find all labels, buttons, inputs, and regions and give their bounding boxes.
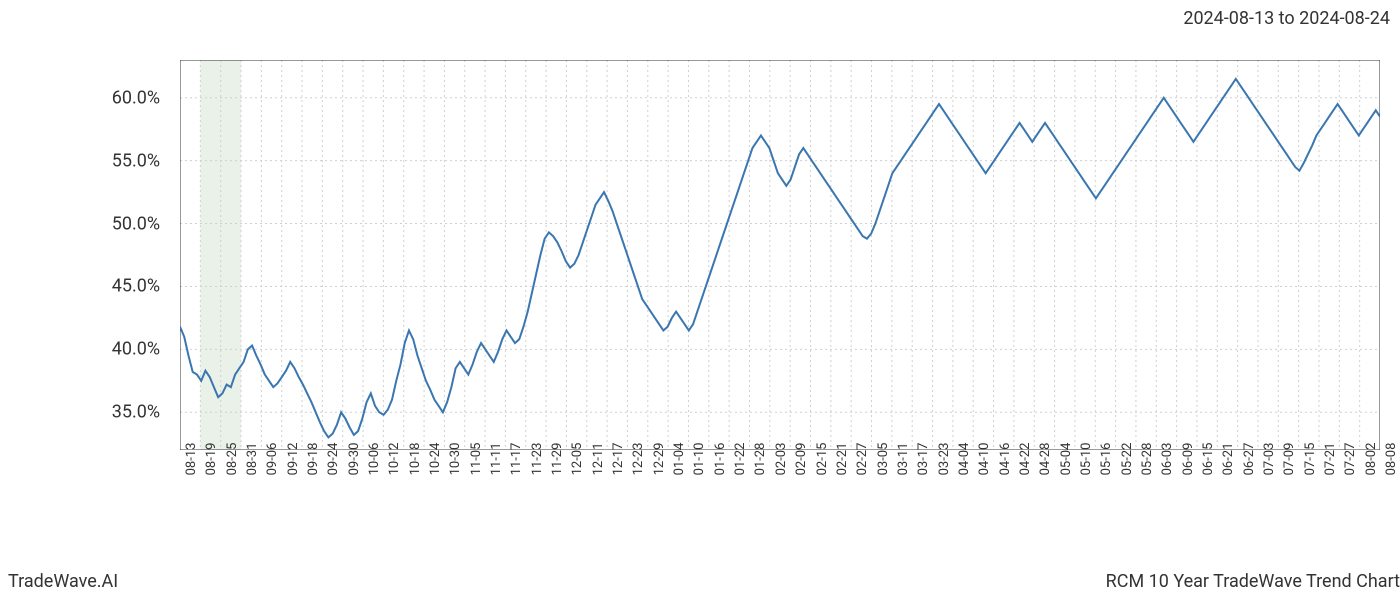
x-tick-label: 01-04 xyxy=(672,443,687,476)
x-tick-label: 08-25 xyxy=(225,443,240,476)
x-tick-label: 03-17 xyxy=(916,443,931,476)
x-tick-label: 04-04 xyxy=(957,443,972,476)
x-tick-label: 10-30 xyxy=(448,443,463,476)
x-tick-label: 07-21 xyxy=(1323,443,1338,476)
x-tick-label: 11-17 xyxy=(509,443,524,476)
x-tick-label: 06-09 xyxy=(1181,443,1196,476)
x-tick-label: 03-11 xyxy=(896,443,911,476)
y-tick-label: 45.0% xyxy=(112,276,160,297)
chart-container: 35.0%40.0%45.0%50.0%55.0%60.0% 08-1308-1… xyxy=(0,40,1400,530)
x-tick-label: 06-03 xyxy=(1160,443,1175,476)
x-tick-label: 02-09 xyxy=(794,443,809,476)
x-tick-label: 12-17 xyxy=(611,443,626,476)
x-tick-label: 11-11 xyxy=(489,443,504,476)
x-tick-label: 12-23 xyxy=(631,443,646,476)
x-tick-label: 09-06 xyxy=(265,443,280,476)
y-tick-label: 40.0% xyxy=(112,339,160,360)
x-tick-label: 08-02 xyxy=(1364,443,1379,476)
x-tick-label: 09-24 xyxy=(326,443,341,476)
x-tick-label: 02-27 xyxy=(855,443,870,476)
x-tick-label: 05-22 xyxy=(1120,443,1135,476)
x-tick-label: 01-28 xyxy=(753,443,768,476)
x-tick-label: 09-12 xyxy=(286,443,301,476)
x-tick-label: 10-18 xyxy=(408,443,423,476)
x-tick-label: 01-16 xyxy=(713,443,728,476)
x-tick-label: 07-15 xyxy=(1303,443,1318,476)
x-tick-label: 06-27 xyxy=(1242,443,1257,476)
x-tick-label: 06-21 xyxy=(1221,443,1236,476)
x-tick-label: 05-28 xyxy=(1140,443,1155,476)
x-tick-label: 05-10 xyxy=(1079,443,1094,476)
x-tick-label: 08-13 xyxy=(184,443,199,476)
x-tick-label: 12-11 xyxy=(591,443,606,476)
x-tick-label: 04-10 xyxy=(977,443,992,476)
x-tick-label: 12-29 xyxy=(652,443,667,476)
y-tick-label: 50.0% xyxy=(112,213,160,234)
x-tick-label: 08-31 xyxy=(245,443,260,476)
x-axis: 08-1308-1908-2508-3109-0609-1209-1809-24… xyxy=(180,455,1380,530)
x-tick-label: 01-10 xyxy=(692,443,707,476)
x-tick-label: 09-18 xyxy=(306,443,321,476)
x-tick-label: 03-05 xyxy=(876,443,891,476)
x-tick-label: 02-03 xyxy=(774,443,789,476)
x-tick-label: 05-16 xyxy=(1099,443,1114,476)
footer-chart-title: RCM 10 Year TradeWave Trend Chart xyxy=(1106,571,1400,592)
y-tick-label: 60.0% xyxy=(112,87,160,108)
y-tick-label: 55.0% xyxy=(112,150,160,171)
y-axis: 35.0% 40.0% 45.0% 50.0% 55.0% 60.0% xyxy=(0,60,170,450)
x-tick-label: 06-15 xyxy=(1201,443,1216,476)
x-tick-label: 02-15 xyxy=(815,443,830,476)
chart-grid xyxy=(180,60,1380,450)
x-tick-label: 12-05 xyxy=(570,443,585,476)
x-tick-label: 10-12 xyxy=(387,443,402,476)
x-tick-label: 07-03 xyxy=(1262,443,1277,476)
x-tick-label: 10-06 xyxy=(367,443,382,476)
date-range-label: 2024-08-13 to 2024-08-24 xyxy=(1183,8,1390,29)
x-tick-label: 08-08 xyxy=(1384,443,1399,476)
x-tick-label: 10-24 xyxy=(428,443,443,476)
line-chart-plot xyxy=(180,60,1380,450)
x-tick-label: 01-22 xyxy=(733,443,748,476)
x-tick-label: 09-30 xyxy=(347,443,362,476)
x-tick-label: 11-29 xyxy=(550,443,565,476)
x-tick-label: 07-09 xyxy=(1282,443,1297,476)
x-tick-label: 11-23 xyxy=(530,443,545,476)
x-tick-label: 05-04 xyxy=(1059,443,1074,476)
y-tick-label: 35.0% xyxy=(112,402,160,423)
plot-border xyxy=(180,60,1380,450)
x-tick-label: 04-16 xyxy=(998,443,1013,476)
x-tick-label: 04-28 xyxy=(1038,443,1053,476)
trend-line xyxy=(180,79,1380,438)
x-tick-label: 08-19 xyxy=(204,443,219,476)
x-tick-label: 03-23 xyxy=(937,443,952,476)
x-tick-label: 07-27 xyxy=(1343,443,1358,476)
x-tick-label: 11-05 xyxy=(469,443,484,476)
footer-brand: TradeWave.AI xyxy=(8,571,118,592)
x-tick-label: 02-21 xyxy=(835,443,850,476)
x-tick-label: 04-22 xyxy=(1018,443,1033,476)
